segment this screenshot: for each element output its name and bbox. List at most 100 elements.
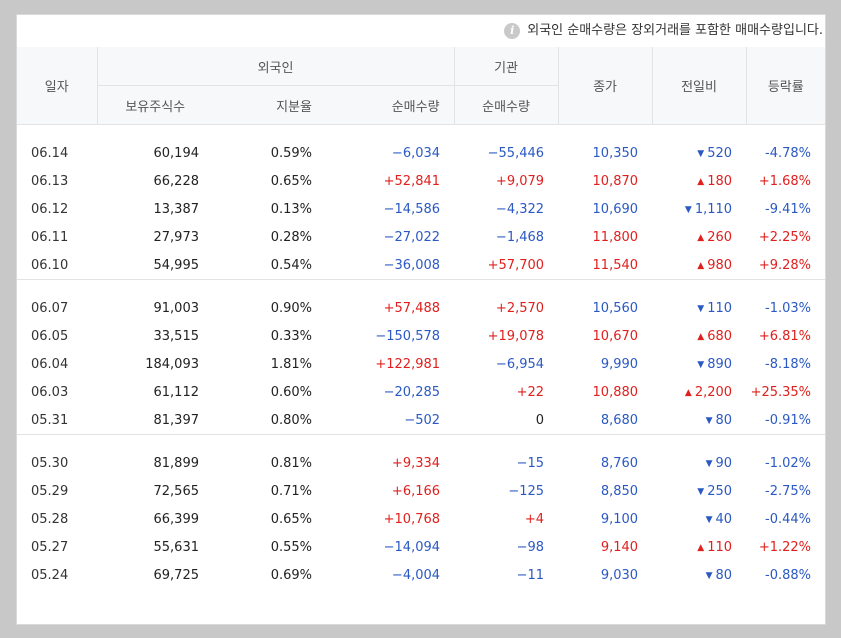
row-foreign-net-buy: −20,285 bbox=[383, 384, 441, 400]
row-share-ratio: 0.33% bbox=[270, 328, 312, 344]
table-row: 06.12 13,387 0.13% −14,586 −4,322 10,690 ▼ 1,11… bbox=[17, 195, 825, 223]
row-rate: +6.81% bbox=[758, 328, 812, 344]
row-share-ratio: 0.55% bbox=[270, 539, 312, 555]
table-row: 05.27 55,631 0.55% −14,094 −98 9,140 ▲ 110 +1.22… bbox=[17, 533, 825, 561]
table-row: 06.13 66,228 0.65% +52,841 +9,079 10,870 ▲ 180 +… bbox=[17, 167, 825, 195]
row-share-ratio: 0.28% bbox=[270, 229, 312, 245]
row-change-value: 40 bbox=[715, 511, 733, 527]
row-change-value: 520 bbox=[707, 145, 733, 161]
row-holdings: 66,228 bbox=[153, 173, 200, 189]
row-date: 06.07 bbox=[31, 300, 69, 316]
row-rate: -9.41% bbox=[765, 201, 812, 217]
table-row: 06.14 60,194 0.59% −6,034 −55,446 10,350 ▼ 520 -… bbox=[17, 139, 825, 167]
table-row: 05.30 81,899 0.81% +9,334 −15 8,760 ▼ 90 -1.02% bbox=[17, 449, 825, 477]
group-divider bbox=[17, 125, 825, 140]
row-date: 06.05 bbox=[31, 328, 69, 344]
row-inst-net-buy: +57,700 bbox=[487, 257, 545, 273]
row-date: 05.28 bbox=[31, 511, 69, 527]
row-rate: -1.03% bbox=[765, 300, 812, 316]
triangle-up-icon: ▲ bbox=[697, 176, 705, 187]
row-foreign-net-buy: −6,034 bbox=[391, 145, 441, 161]
row-rate: +1.68% bbox=[758, 173, 812, 189]
header-net-buy: 순매수량 bbox=[326, 85, 455, 125]
table-row: 06.11 27,973 0.28% −27,022 −1,468 11,800 ▲ 260 +… bbox=[17, 223, 825, 251]
row-date: 06.10 bbox=[31, 257, 69, 273]
table-row: 05.31 81,397 0.80% −502 0 8,680 ▼ 80 -0.91% bbox=[17, 406, 825, 435]
row-rate: -8.18% bbox=[765, 356, 812, 372]
row-change: ▼ 250 bbox=[652, 477, 746, 505]
row-inst-net-buy: −4,322 bbox=[495, 201, 545, 217]
row-date: 06.03 bbox=[31, 384, 69, 400]
row-share-ratio: 0.69% bbox=[270, 567, 312, 583]
row-foreign-net-buy: −14,094 bbox=[383, 539, 441, 555]
foreign-institution-panel: i 외국인 순매수량은 장외거래를 포함한 매매수량입니다. 일자 외국인 기관… bbox=[16, 14, 826, 625]
table-body: 06.14 60,194 0.59% −6,034 −55,446 10,350 ▼ 520-… bbox=[17, 125, 826, 590]
row-share-ratio: 0.80% bbox=[270, 412, 312, 428]
row-holdings: 66,399 bbox=[153, 511, 200, 527]
row-change: ▼ 90 bbox=[652, 449, 746, 477]
row-date: 05.27 bbox=[31, 539, 69, 555]
group-divider bbox=[17, 279, 826, 294]
row-inst-net-buy: −98 bbox=[516, 539, 545, 555]
row-share-ratio: 0.54% bbox=[270, 257, 312, 273]
row-change-value: 980 bbox=[707, 257, 733, 273]
row-rate: -1.02% bbox=[765, 455, 812, 471]
row-close: 11,540 bbox=[592, 257, 639, 273]
table-row: 06.04 184,093 1.81% +122,981 −6,954 9,990 ▼ 890… bbox=[17, 350, 825, 378]
triangle-down-icon: ▼ bbox=[697, 486, 705, 497]
row-change: ▲ 2,200 bbox=[652, 378, 746, 406]
row-holdings: 184,093 bbox=[145, 356, 199, 372]
row-change: ▼ 890 bbox=[652, 350, 746, 378]
row-change-value: 260 bbox=[707, 229, 733, 245]
notice: i 외국인 순매수량은 장외거래를 포함한 매매수량입니다. bbox=[504, 15, 825, 47]
row-rate: -0.91% bbox=[765, 412, 812, 428]
row-share-ratio: 0.13% bbox=[270, 201, 312, 217]
row-change-value: 80 bbox=[715, 412, 733, 428]
row-close: 8,760 bbox=[600, 455, 639, 471]
row-foreign-net-buy: +57,488 bbox=[383, 300, 441, 316]
triangle-up-icon: ▲ bbox=[697, 331, 705, 342]
row-inst-net-buy: +19,078 bbox=[487, 328, 545, 344]
row-holdings: 69,725 bbox=[153, 567, 200, 583]
row-date: 05.30 bbox=[31, 455, 69, 471]
row-inst-net-buy: 0 bbox=[535, 412, 545, 428]
header-date: 일자 bbox=[17, 47, 97, 125]
row-date: 05.24 bbox=[31, 567, 69, 583]
row-share-ratio: 0.59% bbox=[270, 145, 312, 161]
row-close: 10,350 bbox=[592, 145, 639, 161]
table-row: 06.05 33,515 0.33% −150,578 +19,078 10,670 ▲ 68… bbox=[17, 322, 825, 350]
row-date: 06.04 bbox=[31, 356, 69, 372]
group-divider bbox=[17, 434, 826, 449]
row-inst-net-buy: −125 bbox=[508, 483, 545, 499]
row-foreign-net-buy: +6,166 bbox=[391, 483, 441, 499]
row-holdings: 81,899 bbox=[153, 455, 200, 471]
row-foreign-net-buy: −150,578 bbox=[375, 328, 441, 344]
row-holdings: 60,194 bbox=[153, 145, 200, 161]
row-holdings: 91,003 bbox=[153, 300, 200, 316]
row-change-value: 80 bbox=[715, 567, 733, 583]
row-close: 9,990 bbox=[600, 356, 639, 372]
row-change: ▲ 110 bbox=[652, 533, 746, 561]
header-holdings: 보유주식수 bbox=[96, 85, 213, 125]
row-rate: -2.75% bbox=[765, 483, 812, 499]
row-inst-net-buy: +22 bbox=[516, 384, 545, 400]
header-change: 전일비 bbox=[651, 47, 747, 125]
row-close: 10,670 bbox=[592, 328, 639, 344]
row-share-ratio: 0.60% bbox=[270, 384, 312, 400]
row-holdings: 61,112 bbox=[153, 384, 200, 400]
triangle-down-icon: ▼ bbox=[705, 415, 713, 426]
info-icon: i bbox=[504, 23, 521, 39]
row-foreign-net-buy: −27,022 bbox=[383, 229, 441, 245]
row-close: 8,850 bbox=[600, 483, 639, 499]
row-inst-net-buy: −1,468 bbox=[495, 229, 545, 245]
row-change-value: 680 bbox=[707, 328, 733, 344]
row-foreign-net-buy: +9,334 bbox=[391, 455, 441, 471]
trading-table: 일자 외국인 기관 종가 전일비 등락률 보유주식수 지분율 순매수량 순매수량… bbox=[17, 47, 826, 590]
notice-text: 외국인 순매수량은 장외거래를 포함한 매매수량입니다. bbox=[527, 23, 823, 38]
row-change: ▲ 180 bbox=[652, 167, 746, 195]
triangle-up-icon: ▲ bbox=[697, 232, 705, 243]
row-foreign-net-buy: −502 bbox=[404, 412, 441, 428]
row-holdings: 13,387 bbox=[153, 201, 200, 217]
row-date: 05.31 bbox=[31, 412, 69, 428]
triangle-down-icon: ▼ bbox=[697, 148, 705, 159]
